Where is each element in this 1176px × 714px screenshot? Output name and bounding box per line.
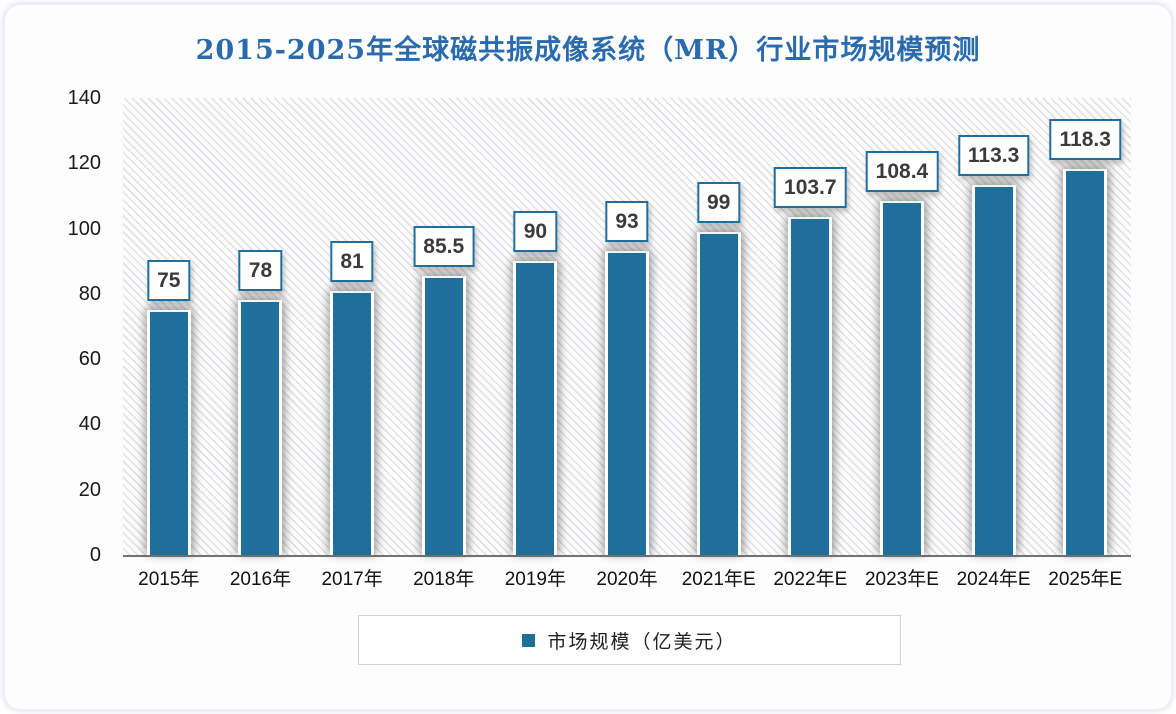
x-tick-label: 2018年 (413, 569, 475, 590)
x-tick-label: 2025年E (1048, 569, 1123, 590)
y-tick-label: 20 (78, 478, 101, 501)
value-label: 85.5 (413, 225, 475, 267)
x-tick-label: 2023年E (864, 569, 939, 590)
bar-2017年 (330, 290, 375, 555)
x-tick-label: 2021年E (681, 569, 756, 590)
y-tick-label: 120 (67, 152, 101, 175)
bar-slot: 108.4 (856, 98, 948, 555)
y-tick-label: 100 (67, 217, 101, 240)
legend: 市场规模（亿美元） (358, 615, 901, 665)
bar-slot: 90 (490, 98, 582, 555)
bar-2025年E (1063, 168, 1108, 555)
x-tick-label: 2022年E (773, 569, 848, 590)
x-tick-label: 2017年 (321, 569, 383, 590)
bar-2023年E (879, 201, 924, 555)
legend-marker-square-icon (522, 633, 536, 647)
value-label: 81 (330, 240, 374, 282)
y-tick-label: 40 (78, 413, 101, 436)
bar-slot: 93 (581, 98, 673, 555)
x-tick-label: 2015年 (138, 569, 200, 590)
legend-label: 市场规模（亿美元） (547, 631, 737, 653)
y-tick-label: 60 (78, 348, 101, 371)
value-label: 90 (513, 211, 558, 253)
y-tick-label: 0 (89, 544, 101, 566)
chart-area: 0 20 40 60 80 100 120 140 75 78 81 85.5 90 93 99 103.7… (5, 88, 1171, 565)
x-tick-label: 2024年E (956, 569, 1031, 590)
value-label: 108.4 (865, 151, 939, 193)
bar-2024年E (971, 185, 1016, 555)
x-tick-label: 2020年 (596, 569, 658, 590)
chart-title: 2015-2025年全球磁共振成像系统（MR）行业市场规模预测 (195, 35, 981, 66)
x-tick-label: 2019年 (504, 569, 567, 590)
bar-2021年E (696, 231, 741, 555)
x-tick-label: 2016年 (229, 569, 292, 590)
y-tick-label: 80 (78, 282, 101, 305)
bar-2015年 (146, 310, 191, 555)
bar-2016年 (238, 300, 283, 555)
value-label: 113.3 (957, 135, 1030, 177)
bar-2020年 (605, 251, 650, 555)
bar-slot: 99 (673, 98, 765, 555)
bar-2018年 (421, 275, 466, 555)
bar-2022年E (788, 216, 833, 555)
bar-slot: 118.3 (1039, 98, 1131, 555)
value-label: 118.3 (1049, 118, 1121, 160)
bar-slot: 78 (215, 98, 307, 555)
value-label: 93 (605, 201, 649, 243)
value-label: 78 (238, 250, 283, 292)
y-axis: 0 20 40 60 80 100 120 140 (5, 88, 123, 565)
value-label: 99 (696, 181, 741, 223)
x-axis: 2015年 2016年 2017年 2018年 2019年 2020年 2021年E 2022… (123, 564, 1131, 591)
bar-slot: 85.5 (398, 98, 490, 555)
bar-slot: 103.7 (764, 98, 856, 555)
bar-slot: 113.3 (948, 98, 1040, 555)
bar-2019年 (513, 261, 558, 555)
value-label: 103.7 (774, 166, 847, 208)
bar-slot: 75 (123, 98, 215, 555)
y-tick-label: 140 (67, 87, 101, 109)
bar-slot: 81 (306, 98, 398, 555)
value-label: 75 (147, 260, 191, 302)
plot-area: 75 78 81 85.5 90 93 99 103.7 108.4 113.3 118.3 (123, 98, 1131, 557)
chart-card: 2015-2025年全球磁共振成像系统（MR）行业市场规模预测 0 20 40 60 8… (4, 4, 1172, 710)
